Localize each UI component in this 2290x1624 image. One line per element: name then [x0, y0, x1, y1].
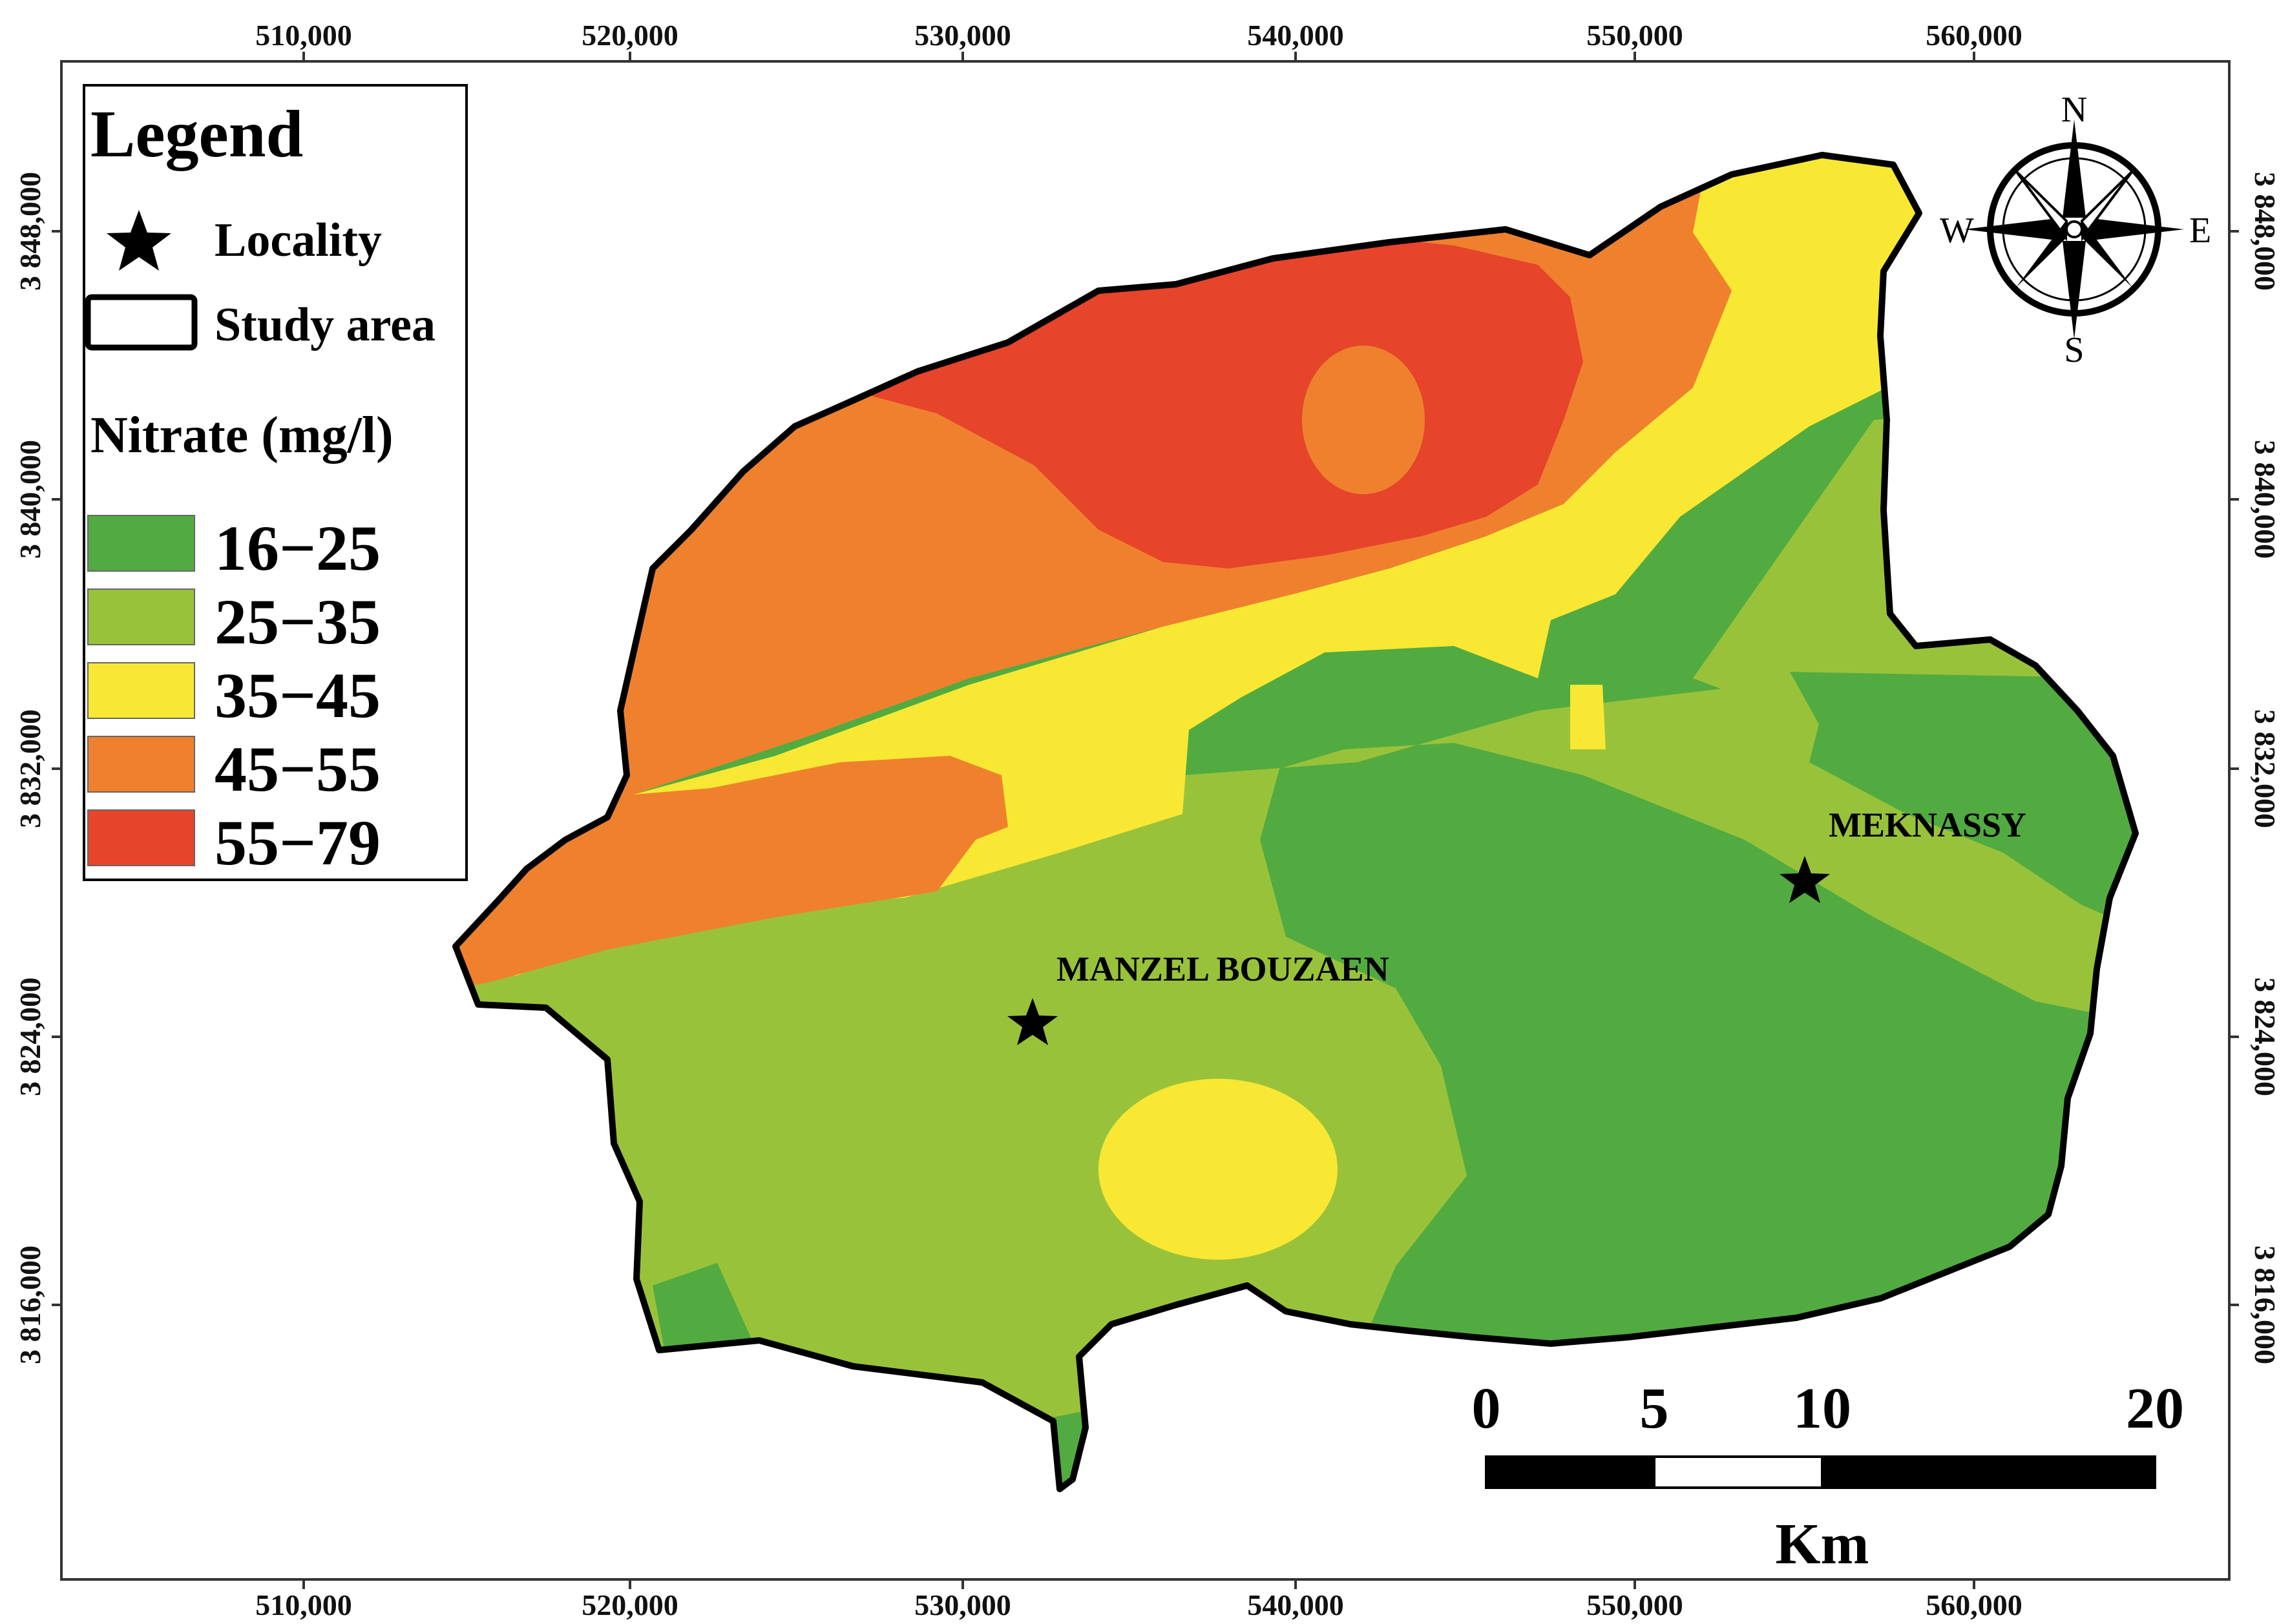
class-label: 16−25 — [215, 512, 381, 584]
class-swatch — [87, 515, 195, 572]
study-area-swatch-icon — [85, 294, 198, 351]
x-tick-label-top: 510,000 — [255, 19, 352, 52]
y-tick-label-left: 3 832,000 — [14, 709, 47, 828]
x-tick-label-bottom: 530,000 — [914, 1588, 1011, 1621]
x-tick-label-bottom: 540,000 — [1247, 1588, 1344, 1621]
legend-locality-label: Locality — [215, 214, 382, 267]
x-tick-label-top: 560,000 — [1926, 19, 2022, 52]
x-axis-ticks: 510,000 520,000 530,000 540,000 550,000 … — [255, 19, 2022, 1621]
x-tick-label-top: 540,000 — [1247, 19, 1344, 52]
scale-label: 20 — [2126, 1377, 2184, 1441]
class-label: 25−35 — [215, 586, 381, 658]
y-tick-label-left: 3 848,000 — [14, 172, 47, 291]
x-tick-label-top: 550,000 — [1586, 19, 1683, 52]
legend-title: Legend — [90, 97, 303, 171]
x-tick-label-top: 530,000 — [914, 19, 1011, 52]
locality-meknassy: MEKNASSY — [1780, 806, 2026, 903]
compass-point-se — [2082, 221, 2132, 287]
scale-segment — [1485, 1455, 1655, 1489]
class-label: 35−45 — [215, 660, 381, 731]
compass-point-sw — [2016, 221, 2066, 287]
y-tick-label-right: 3 840,000 — [2249, 440, 2282, 559]
x-tick-label-bottom: 550,000 — [1586, 1588, 1683, 1621]
compass-label-s: S — [2064, 330, 2084, 370]
locality-label: MEKNASSY — [1829, 806, 2026, 844]
compass-point-n — [2063, 120, 2086, 218]
class-swatch — [87, 588, 195, 645]
y-tick-label-left: 3 816,000 — [14, 1245, 47, 1364]
zone-35-45-south-patch — [1098, 1079, 1338, 1260]
locality-star-icon — [1780, 856, 1830, 903]
y-axis-ticks: 3 848,000 3 840,000 3 832,000 3 824,000 … — [14, 172, 2282, 1364]
locality-star-icon — [1007, 998, 1058, 1045]
scale-label: 10 — [1793, 1377, 1851, 1441]
legend: Legend Locality Study area Nitrate (mg/l… — [83, 84, 468, 881]
compass-point-w — [1964, 218, 2063, 241]
class-label: 45−55 — [215, 733, 381, 805]
compass-point-e — [2086, 218, 2184, 241]
zone-45-55-inner-ellipse — [1302, 346, 1425, 494]
compass-center — [2065, 220, 2083, 238]
scale-bar: 0 5 10 20 Km — [1472, 1377, 2185, 1576]
locality-manzel-bouzaen: MANZEL BOUZAEN — [1007, 950, 1389, 1045]
compass-rose-icon: N S E W — [1940, 90, 2211, 370]
y-tick-label-right: 3 824,000 — [2249, 977, 2282, 1096]
y-tick-label-right: 3 816,000 — [2249, 1245, 2282, 1364]
class-swatch — [87, 662, 195, 719]
zone-16-25-northeast — [1790, 672, 2136, 782]
legend-nitrate-title: Nitrate (mg/l) — [90, 407, 394, 464]
compass-label-e: E — [2189, 211, 2211, 251]
x-tick-label-bottom: 520,000 — [582, 1588, 678, 1621]
scale-segment — [1821, 1455, 2156, 1489]
class-swatch — [87, 809, 195, 866]
y-tick-label-right: 3 832,000 — [2249, 709, 2282, 828]
x-tick-label-bottom: 510,000 — [255, 1588, 352, 1621]
x-tick-label-bottom: 560,000 — [1926, 1588, 2022, 1621]
x-tick-label-top: 520,000 — [582, 19, 678, 52]
compass-point-s — [2063, 241, 2086, 339]
legend-study-area-label: Study area — [215, 298, 436, 351]
scale-segment — [1653, 1455, 1823, 1489]
locality-label: MANZEL BOUZAEN — [1056, 950, 1389, 988]
locality-star-icon — [107, 210, 171, 271]
zone-16-25-southeast — [1951, 1124, 2035, 1208]
class-label: 55−79 — [215, 807, 381, 879]
zone-35-45-inner-strip — [1570, 685, 1606, 749]
scale-label: 5 — [1640, 1377, 1669, 1441]
y-tick-label-left: 3 840,000 — [14, 440, 47, 559]
class-swatch — [87, 736, 195, 793]
scale-label: 0 — [1472, 1377, 1501, 1441]
y-tick-label-left: 3 824,000 — [14, 977, 47, 1096]
compass-label-w: W — [1940, 211, 1974, 251]
map-frame — [60, 60, 2231, 1581]
y-tick-label-right: 3 848,000 — [2249, 172, 2282, 291]
compass-label-n: N — [2061, 90, 2087, 130]
scale-unit: Km — [1776, 1512, 1869, 1576]
